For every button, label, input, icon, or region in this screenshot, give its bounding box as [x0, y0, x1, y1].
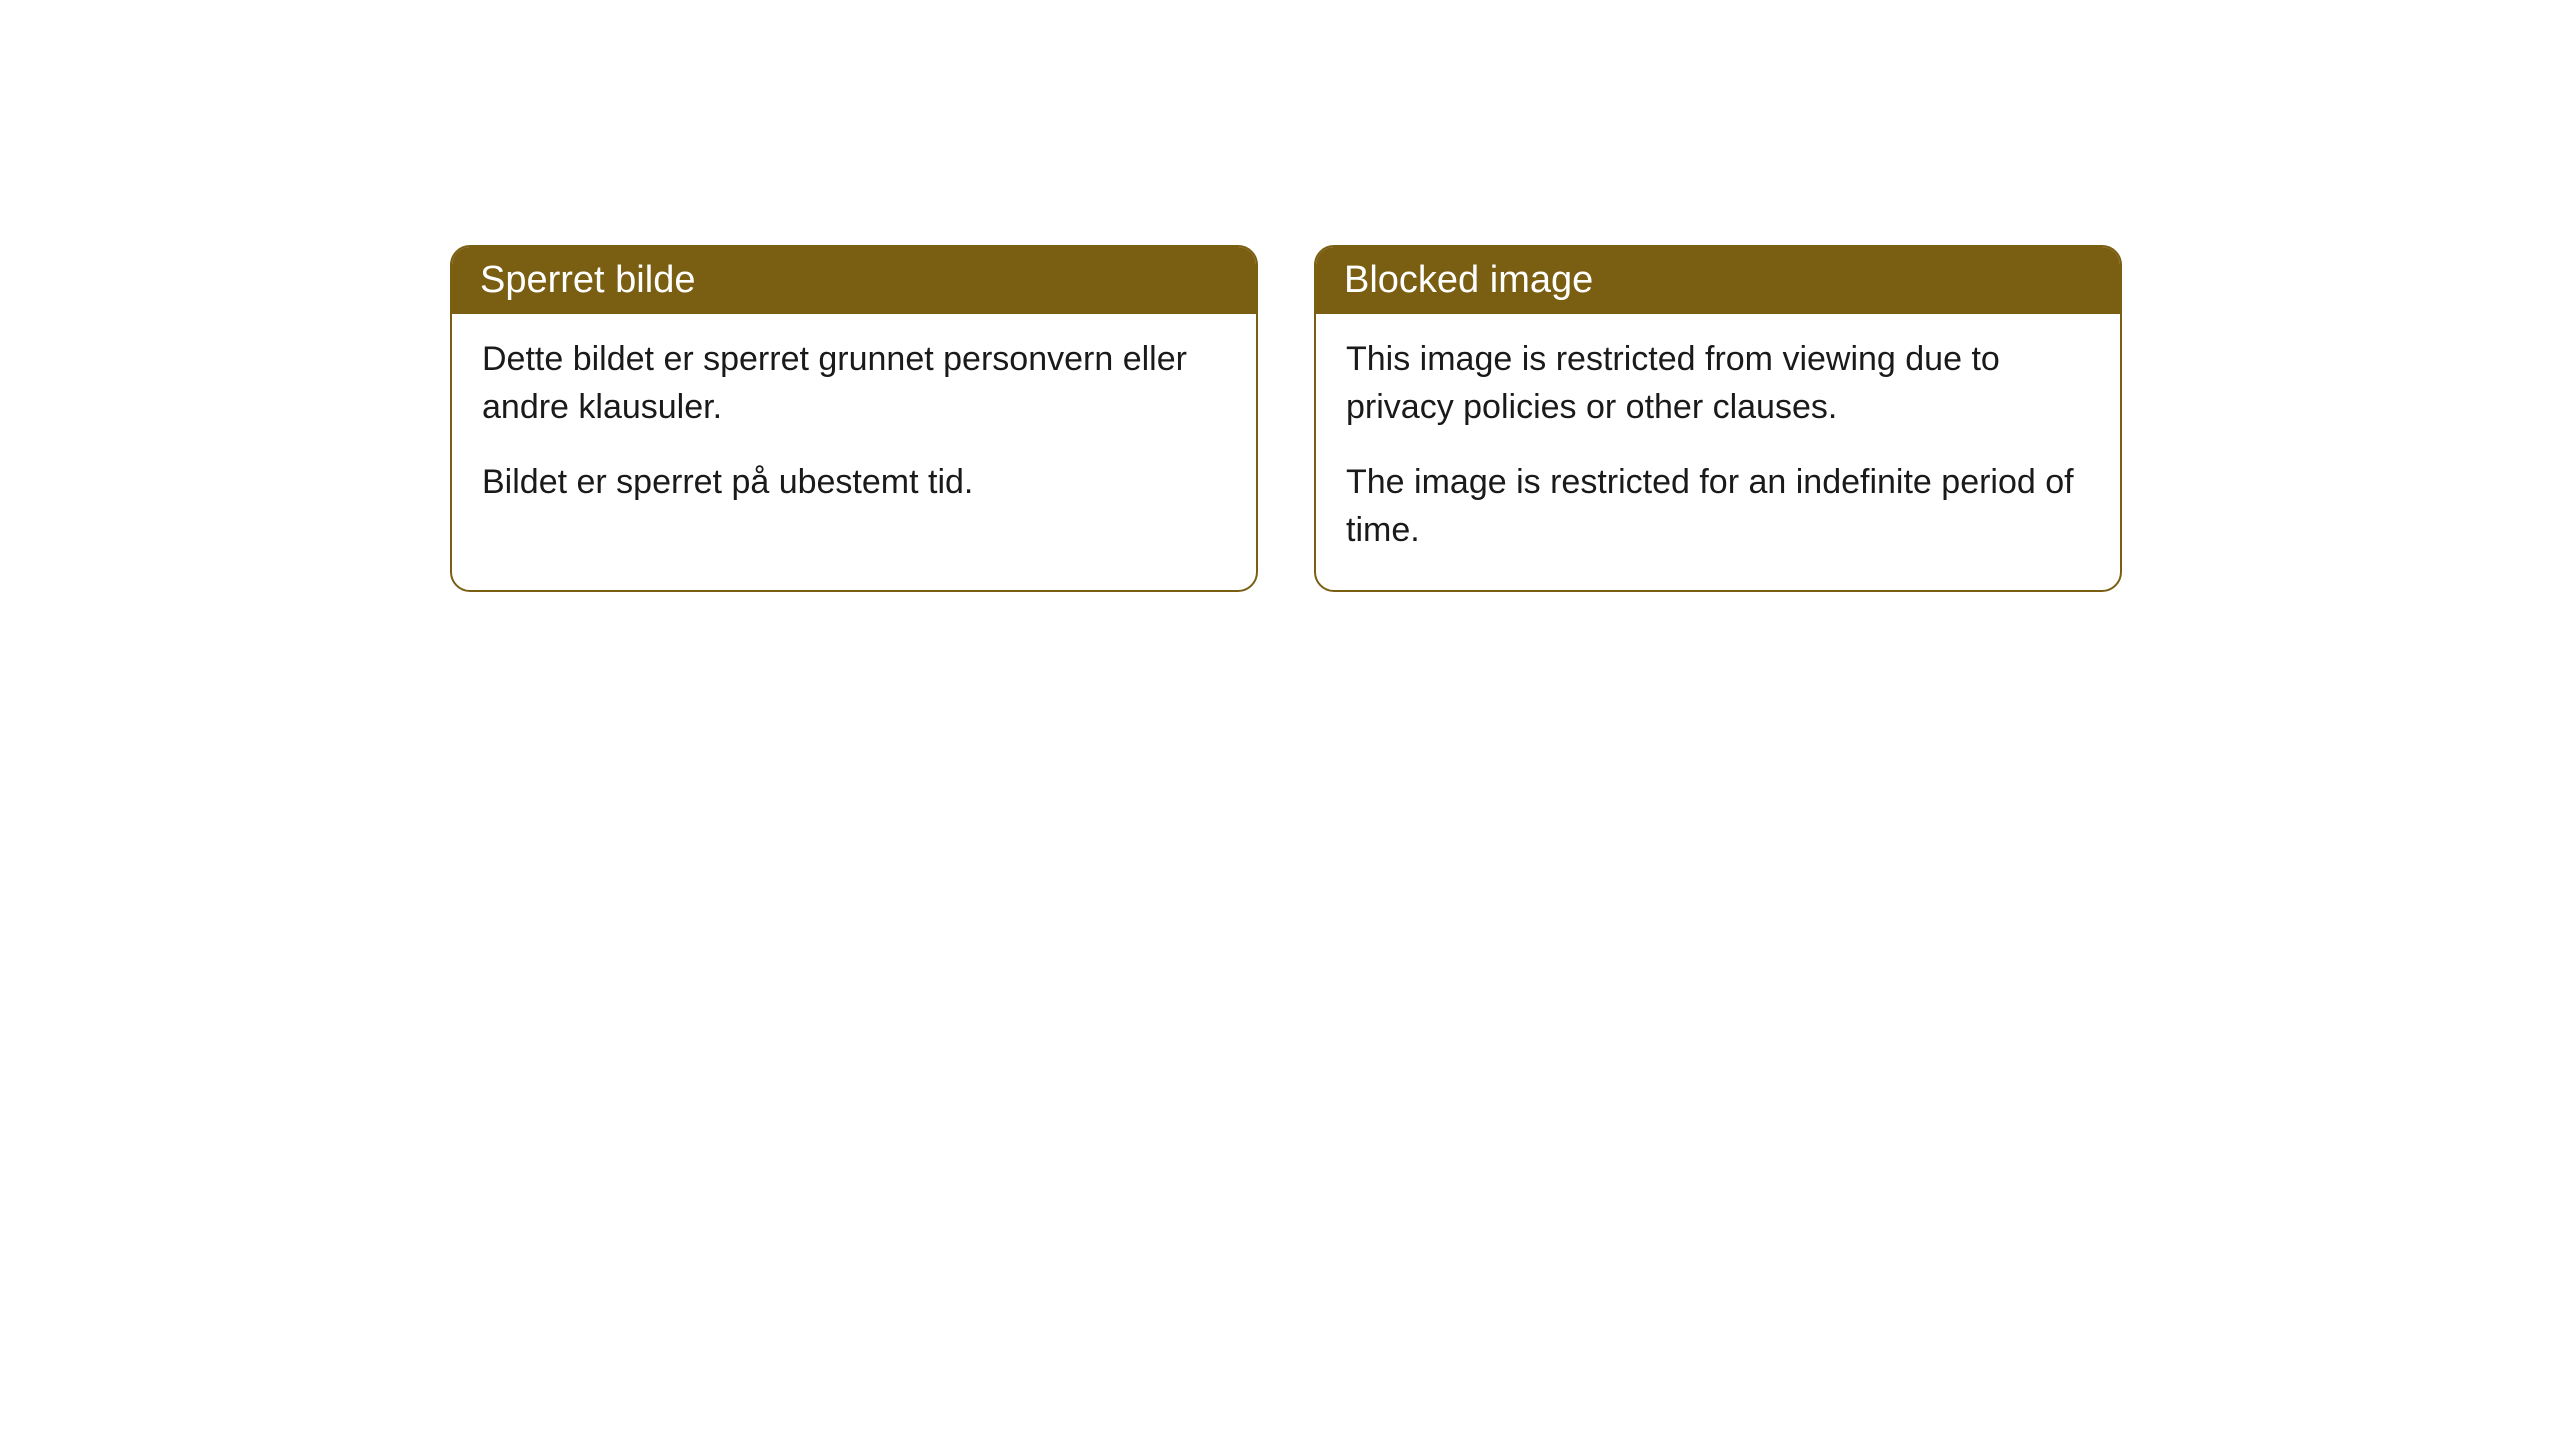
card-paragraph: The image is restricted for an indefinit…	[1346, 459, 2090, 554]
card-header: Sperret bilde	[452, 247, 1256, 314]
notice-cards-container: Sperret bilde Dette bildet er sperret gr…	[450, 245, 2122, 592]
card-paragraph: Bildet er sperret på ubestemt tid.	[482, 459, 1226, 507]
card-title: Sperret bilde	[480, 259, 695, 301]
card-body: Dette bildet er sperret grunnet personve…	[452, 314, 1256, 543]
card-header: Blocked image	[1316, 247, 2120, 314]
notice-card-english: Blocked image This image is restricted f…	[1314, 245, 2122, 592]
card-paragraph: Dette bildet er sperret grunnet personve…	[482, 336, 1226, 431]
card-body: This image is restricted from viewing du…	[1316, 314, 2120, 590]
card-title: Blocked image	[1344, 259, 1593, 301]
notice-card-norwegian: Sperret bilde Dette bildet er sperret gr…	[450, 245, 1258, 592]
card-paragraph: This image is restricted from viewing du…	[1346, 336, 2090, 431]
